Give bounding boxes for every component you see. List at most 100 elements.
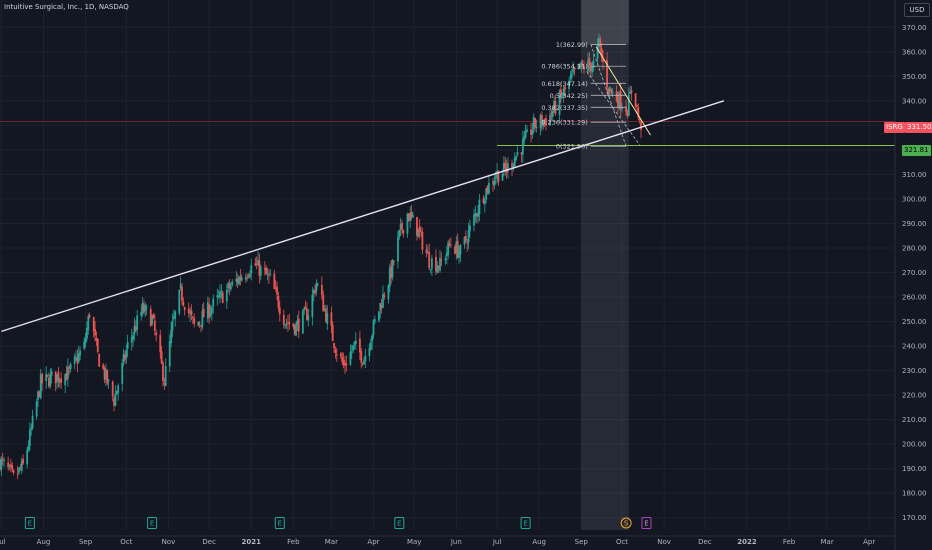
split-event-marker[interactable]: S — [620, 517, 632, 529]
candle-body — [364, 355, 367, 361]
x-tick-label: Feb — [287, 538, 300, 546]
candle-body — [20, 460, 23, 471]
candle-body — [225, 289, 228, 302]
earnings-event-marker[interactable]: E — [274, 517, 285, 529]
candle-body — [240, 277, 243, 281]
y-tick-label: 340.00 — [902, 97, 927, 105]
earnings-event-marker[interactable]: E — [394, 517, 405, 529]
candle-body — [1, 458, 4, 460]
earnings-event-marker[interactable]: E — [24, 517, 35, 529]
y-tick-label: 230.00 — [902, 367, 927, 375]
candle-body — [618, 92, 621, 108]
candle-body — [447, 242, 450, 255]
candle-body — [239, 276, 242, 280]
candle-body — [107, 380, 110, 382]
candle-body — [630, 90, 633, 93]
candle-body — [380, 304, 383, 309]
candle-body — [292, 323, 295, 327]
x-tick-label: Oct — [120, 538, 132, 546]
candle-body — [12, 470, 15, 473]
earnings-event-marker[interactable]: E — [641, 517, 652, 529]
earnings-event-box — [274, 517, 285, 529]
time-axis[interactable]: Jul Aug Sep Oct Nov Dec 2021 Feb Mar Apr May Jun Jul… — [0, 535, 895, 546]
candle-body — [621, 107, 623, 110]
candle-body — [126, 342, 129, 349]
candle-body — [145, 307, 148, 308]
event-label: E — [523, 520, 527, 528]
candle-body — [57, 371, 60, 382]
candle-body — [469, 225, 471, 232]
candle-body — [417, 228, 420, 238]
currency-button[interactable]: USD — [904, 3, 930, 17]
candle-body — [172, 316, 175, 319]
candle-body — [19, 467, 22, 469]
candle-body — [46, 374, 49, 376]
candle-body — [335, 354, 338, 356]
fibonacci-retracement[interactable]: 1(362.99) 0.786(354.11) 0.618(347.14) 0.5(3… — [541, 41, 627, 151]
candle-body — [333, 343, 335, 349]
candle-body — [322, 294, 325, 312]
candle-body — [496, 170, 498, 178]
candle-body — [171, 320, 174, 331]
candle-body — [444, 258, 447, 261]
candle-body — [629, 91, 632, 94]
candle-body — [334, 349, 337, 353]
candle-body — [31, 415, 34, 429]
candle-body — [607, 88, 610, 95]
candle-body — [406, 213, 409, 234]
candle-body — [115, 390, 118, 395]
y-tick-label: 170.00 — [902, 514, 927, 522]
candle-body — [372, 320, 375, 336]
candle-body — [515, 155, 517, 160]
candle-body — [530, 129, 532, 135]
candle-body — [436, 266, 439, 273]
earnings-event-marker[interactable]: E — [147, 517, 158, 529]
candle-body — [361, 362, 364, 364]
candle-body — [65, 373, 68, 381]
candle-body — [50, 371, 53, 376]
candle-body — [247, 275, 250, 277]
candle-body — [143, 304, 145, 313]
candle-body — [545, 118, 547, 126]
candle-body — [231, 281, 234, 285]
event-label: S — [624, 520, 629, 528]
candle-body — [606, 60, 608, 88]
fib-level-label: 0.382(337.35) — [541, 104, 587, 112]
candle-body — [83, 341, 86, 349]
candle-body — [136, 315, 139, 330]
candle-body — [151, 315, 154, 325]
candle-body — [228, 283, 231, 289]
channel-upper-line[interactable] — [595, 46, 651, 136]
last-price-tag: 331.50 — [905, 122, 932, 133]
candle-body — [523, 136, 526, 141]
candle-body — [236, 278, 239, 283]
earnings-event-box — [641, 517, 652, 529]
candle-body — [7, 462, 10, 468]
candle-body — [598, 37, 600, 47]
highlight-range-top — [581, 0, 629, 45]
candle-body — [84, 338, 87, 344]
candle-body — [482, 198, 485, 203]
candle-body — [448, 243, 451, 246]
candle-body — [152, 314, 155, 319]
y-tick-label: 350.00 — [902, 73, 927, 81]
candle-body — [209, 312, 212, 316]
candle-body — [532, 117, 535, 130]
candle-body — [227, 283, 230, 288]
candle-body — [463, 237, 466, 245]
candle-body — [197, 321, 200, 326]
candle-body — [339, 353, 342, 357]
candle-body — [502, 162, 505, 172]
earnings-event-marker[interactable]: E — [520, 517, 531, 529]
candle-body — [122, 354, 125, 362]
candle-body — [440, 260, 443, 261]
ascending-trendline[interactable] — [1, 100, 725, 333]
candle-body — [198, 322, 201, 324]
candle-body — [312, 290, 315, 294]
candle-body — [28, 429, 31, 446]
candle-body — [497, 170, 500, 182]
candle-body — [330, 312, 333, 326]
candle-body — [596, 44, 599, 60]
